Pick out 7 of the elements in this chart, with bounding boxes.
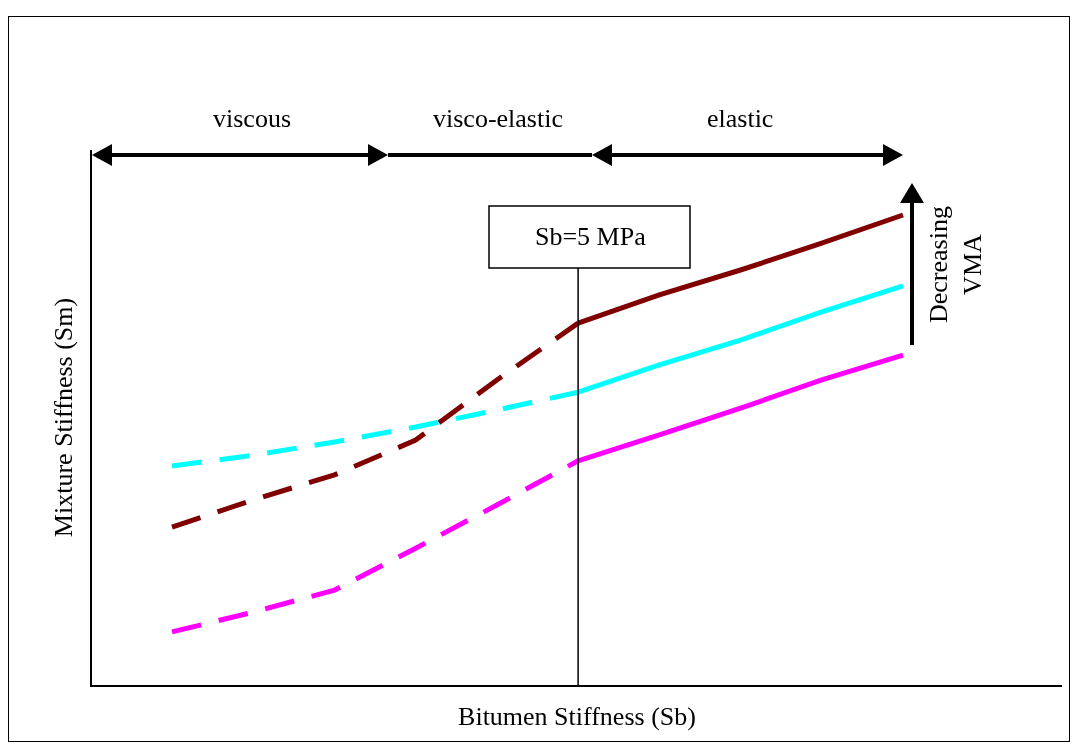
annotation: Sb=5 MPa [535,222,647,251]
text: elastic [707,104,774,133]
text: visco-elastic [433,104,563,133]
annotation: Decreasing VMA [924,206,987,323]
x-axis-title: Bitumen Stiffness (Sb) [458,701,696,731]
y-axis-title: Mixture Stiffness (Sm) [48,297,78,538]
text: viscous [213,104,291,133]
